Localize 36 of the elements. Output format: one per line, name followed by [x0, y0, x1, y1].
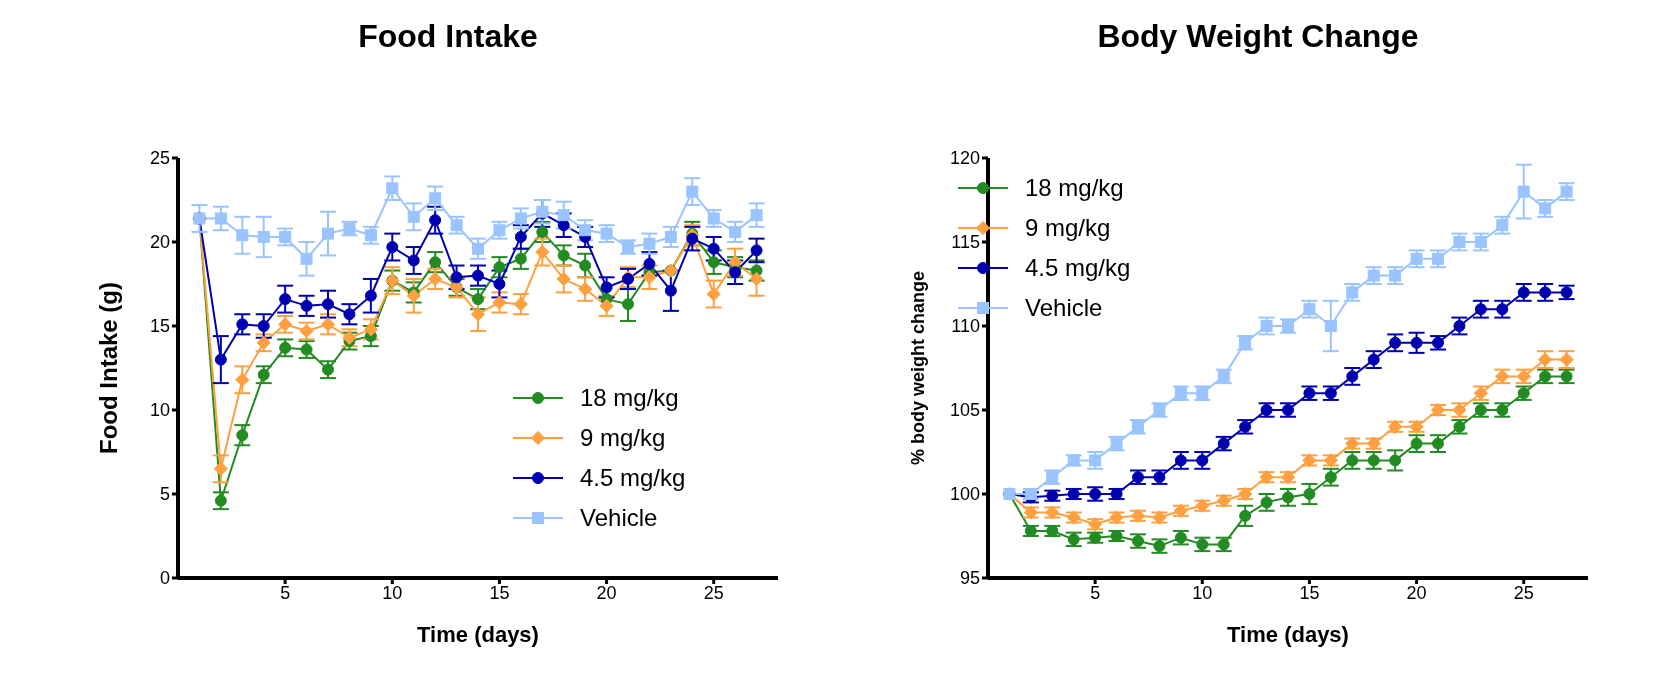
- y-tick-label: 110: [951, 316, 980, 337]
- y-axis-title: % body weight change: [908, 270, 929, 466]
- x-axis-title: Time (days): [1227, 621, 1349, 647]
- y-tick-label: 0: [159, 568, 170, 589]
- legend-label: Vehicle: [1025, 294, 1103, 322]
- chart-title: Food Intake: [357, 18, 539, 55]
- y-tick-label: 115: [951, 232, 980, 253]
- y-axis-title: Food Intake (g): [94, 282, 122, 454]
- x-tick-label: 15: [1299, 582, 1320, 603]
- legend-label: 9 mg/kg: [1025, 214, 1111, 242]
- x-tick-label: 15: [489, 582, 510, 603]
- y-tick-label: 105: [949, 400, 980, 421]
- legend-label: 4.5 mg/kg: [580, 464, 686, 492]
- y-tick-label: 15: [149, 316, 170, 337]
- x-tick-label: 5: [1090, 582, 1101, 603]
- legend-label: 18 mg/kg: [1025, 174, 1124, 202]
- y-tick-label: 10: [149, 400, 170, 421]
- x-axis-title: Time (days): [417, 621, 539, 647]
- y-tick-label: 25: [149, 148, 170, 169]
- x-tick-label: 10: [1192, 582, 1213, 603]
- y-tick-label: 20: [149, 232, 170, 253]
- y-tick-label: 5: [159, 484, 170, 505]
- x-tick-label: 20: [1406, 582, 1427, 603]
- x-tick-label: 10: [382, 582, 403, 603]
- legend-label: 18 mg/kg: [580, 384, 679, 412]
- y-tick-label: 100: [949, 484, 980, 505]
- x-tick-label: 25: [1513, 582, 1534, 603]
- legend-label: Vehicle: [580, 504, 658, 532]
- chart-title: Body Weight Change: [1096, 18, 1420, 55]
- x-tick-label: 20: [596, 582, 617, 603]
- legend-label: 4.5 mg/kg: [1025, 254, 1131, 282]
- x-tick-label: 5: [280, 582, 291, 603]
- legend-label: 9 mg/kg: [580, 424, 666, 452]
- y-tick-label: 120: [949, 148, 980, 169]
- y-tick-label: 95: [959, 568, 980, 589]
- x-tick-label: 25: [703, 582, 724, 603]
